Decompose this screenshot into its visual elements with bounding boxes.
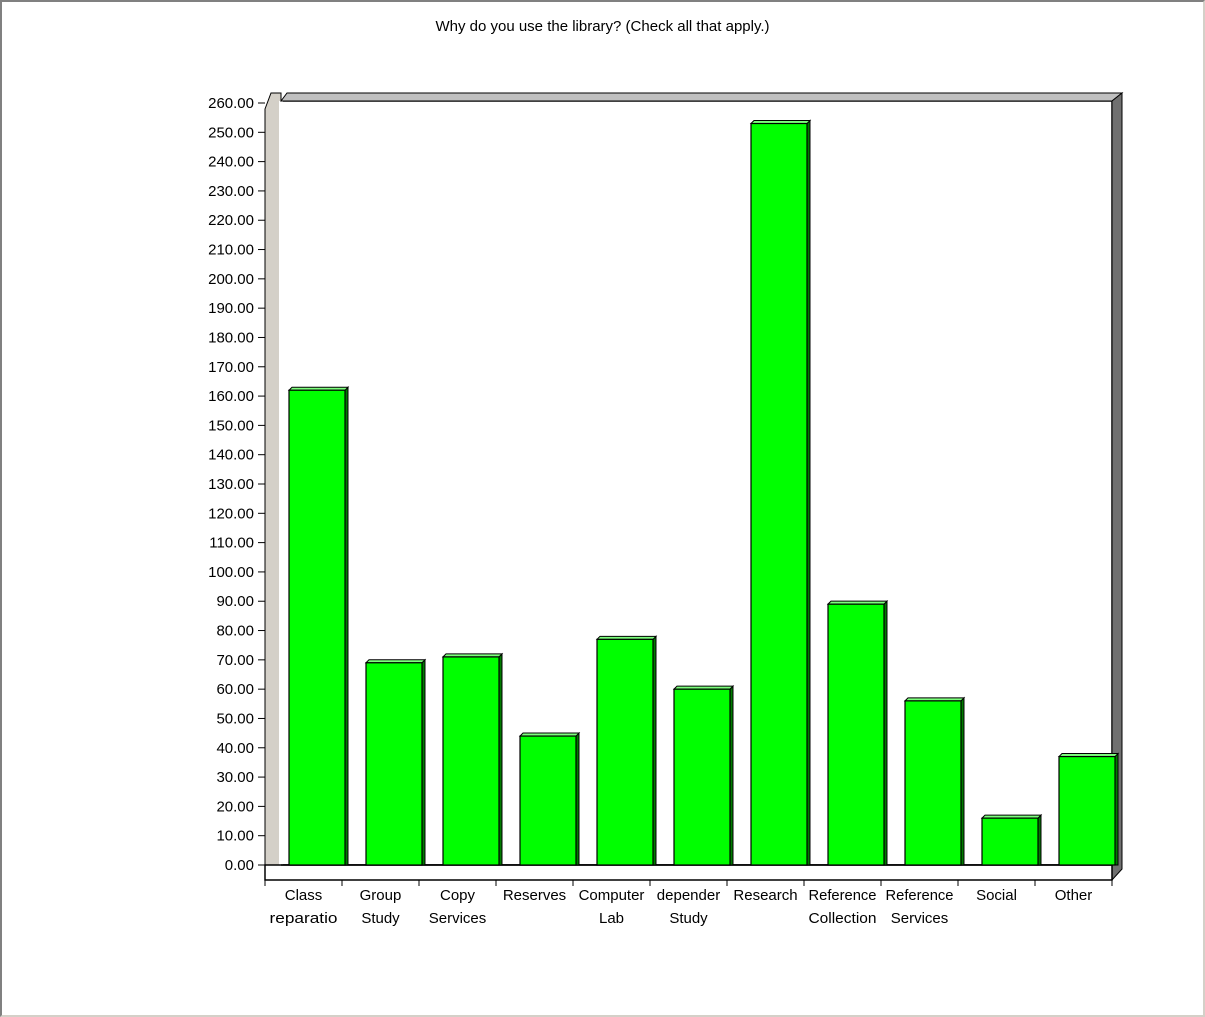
y-tick-label: 50.00 <box>216 710 254 727</box>
bar <box>980 813 1043 866</box>
x-tick-label: Research <box>733 887 797 904</box>
left-wall <box>264 92 282 882</box>
y-tick-label: 100.00 <box>208 564 254 581</box>
y-tick-label: 240.00 <box>208 154 254 171</box>
y-tick-label: 30.00 <box>216 769 254 786</box>
y-tick-label: 110.00 <box>209 535 254 552</box>
right-edge <box>1111 91 1123 882</box>
y-tick-label: 200.00 <box>208 271 254 288</box>
x-tick-label: Class reparatio <box>270 887 338 927</box>
bar <box>749 119 812 866</box>
x-tick-label: depender Study <box>657 887 720 927</box>
y-tick-label: 10.00 <box>216 828 254 845</box>
x-tick-label: Other <box>1055 887 1093 904</box>
bar <box>672 684 735 866</box>
bar <box>364 658 427 866</box>
y-tick-label: 140.00 <box>208 447 254 464</box>
y-tick-label: 20.00 <box>216 798 254 815</box>
y-tick-label: 250.00 <box>208 124 254 141</box>
bars <box>287 119 1120 866</box>
y-tick-label: 170.00 <box>208 359 254 376</box>
chart-title: Why do you use the library? (Check all t… <box>435 18 770 35</box>
x-tick-label: Reference Services <box>886 887 954 927</box>
y-tick-label: 90.00 <box>216 593 254 610</box>
bar <box>518 731 581 866</box>
x-tick-label: Social <box>976 887 1017 904</box>
bar <box>595 635 658 866</box>
y-tick-label: 210.00 <box>208 242 254 259</box>
y-tick-label: 160.00 <box>208 388 254 405</box>
x-tick-label: Copy Services <box>429 887 487 927</box>
y-tick-label: 40.00 <box>216 740 254 757</box>
x-tick-label: Reserves <box>503 887 566 904</box>
x-tick-label: Reference Collection <box>809 887 877 927</box>
y-tick-label: 120.00 <box>208 505 254 522</box>
y-tick-label: 220.00 <box>208 212 254 229</box>
bar <box>1057 752 1120 866</box>
y-tick-label: 180.00 <box>208 329 254 346</box>
y-tick-label: 260.00 <box>208 95 254 112</box>
bar <box>287 386 350 866</box>
x-tick-label: Computer Lab <box>579 887 645 927</box>
y-tick-label: 230.00 <box>208 183 254 200</box>
bar <box>826 599 889 866</box>
y-tick-label: 60.00 <box>216 681 254 698</box>
top-edge <box>280 92 1124 102</box>
y-tick-label: 150.00 <box>208 417 254 434</box>
y-axis: 0.00 10.00 20.00 30.00 40.00 50.00 60.00 70.00 8… <box>208 95 265 874</box>
x-tick-label: Group Study <box>360 887 402 927</box>
y-tick-label: 190.00 <box>208 300 254 317</box>
bar <box>441 652 504 866</box>
y-tick-label: 0.00 <box>225 857 254 874</box>
bar <box>903 696 966 866</box>
y-tick-label: 130.00 <box>208 476 254 493</box>
y-tick-label: 70.00 <box>216 652 254 669</box>
y-tick-label: 80.00 <box>216 623 254 640</box>
floor <box>264 864 1113 881</box>
x-axis: Class reparatio Group Study Copy Services Rese… <box>264 880 1113 927</box>
